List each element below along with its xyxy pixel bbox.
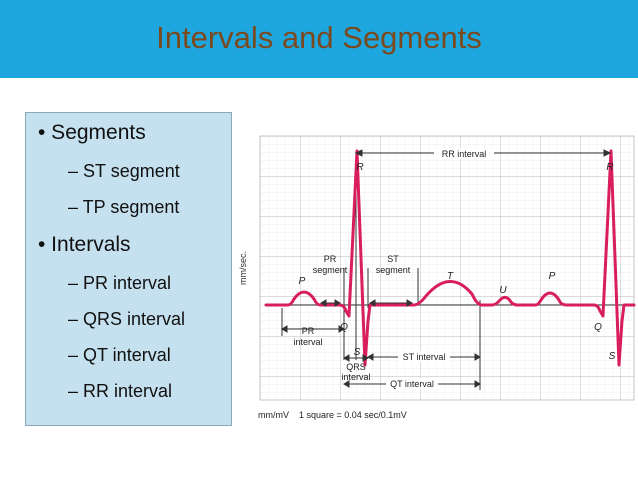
ecg-grid	[259, 135, 635, 401]
pr-segment-label-line-2: segment	[313, 265, 348, 275]
r-wave-label-2: R	[606, 162, 613, 173]
header-bar	[0, 0, 638, 78]
sub-item-st-segment: – ST segment	[68, 161, 180, 181]
pr-interval-label-line-2: interval	[293, 337, 322, 347]
qt-interval-label: QT interval	[390, 379, 434, 389]
ecg-trace	[264, 149, 636, 367]
st-segment-label-line-2: segment	[376, 265, 411, 275]
st-interval-label: ST interval	[403, 352, 446, 362]
p-wave-label: P	[299, 276, 306, 287]
slide-title: Intervals and Segments	[156, 20, 482, 55]
sub-item-pr-interval: – PR interval	[68, 273, 172, 293]
scale-note: mm/mV 1 square = 0.04 sec/0.1mV	[258, 410, 407, 420]
sub-item-tp-segment: – TP segment	[68, 197, 180, 217]
q-wave-label: Q	[340, 322, 348, 333]
ecg-diagram: mm/sec. RR interval R R PR segment ST se	[238, 135, 636, 420]
s-wave-label: S	[354, 347, 361, 358]
t-wave-label: T	[447, 271, 454, 282]
sub-item-qrs-interval: – QRS interval	[68, 309, 186, 329]
qrs-interval-label-line-2: interval	[341, 372, 370, 382]
st-segment-label-line-1: ST	[387, 254, 399, 264]
q-wave-label-2: Q	[594, 322, 602, 333]
pr-segment-label-line-1: PR	[324, 254, 337, 264]
sub-item-rr-interval: – RR interval	[68, 381, 173, 401]
r-wave-label: R	[356, 162, 363, 173]
p-wave-label-2: P	[549, 271, 556, 282]
bullet-intervals: • Intervals	[38, 233, 131, 256]
pr-interval-label-line-1: PR	[302, 326, 315, 336]
sub-item-qt-interval: – QT interval	[68, 345, 171, 365]
bullet-panel: • Segments – ST segment – TP segment • I…	[25, 112, 232, 426]
bullet-segments: • Segments	[38, 121, 146, 144]
rr-interval-label: RR interval	[442, 149, 487, 159]
y-axis-label: mm/sec.	[238, 251, 248, 285]
qrs-interval-label-line-1: QRS	[346, 362, 366, 372]
s-wave-label-2: S	[609, 351, 616, 362]
u-wave-label: U	[499, 285, 507, 296]
